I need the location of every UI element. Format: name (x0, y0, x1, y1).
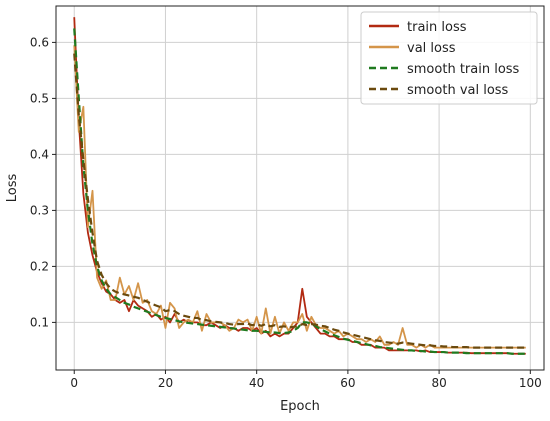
x-tick-label: 40 (249, 376, 264, 390)
plot-frame (55, 5, 545, 371)
smooth-train-loss-line (73, 28, 526, 355)
y-tick-label: 0.3 (30, 203, 49, 217)
series-layer (73, 17, 526, 355)
smooth-val-loss-line (73, 53, 526, 349)
legend-box (360, 11, 538, 105)
y-tick-label: 0.2 (30, 259, 49, 273)
val-loss-line (73, 45, 526, 349)
x-tick-label: 60 (340, 376, 355, 390)
ticks: 0 20 40 60 80 100 0.1 0.2 0.3 0.4 0.5 0.6 (30, 35, 542, 390)
y-tick-label: 0.1 (30, 315, 49, 329)
legend-label-smooth-train-loss: smooth train loss (407, 62, 520, 77)
legend-label-smooth-val-loss: smooth val loss (407, 83, 509, 98)
x-tick-label: 100 (519, 376, 542, 390)
legend: train loss val loss smooth train loss smoot… (360, 11, 538, 105)
y-axis-label: Loss (5, 174, 20, 203)
x-tick-label: 0 (70, 376, 78, 390)
train-loss-line (73, 17, 526, 355)
y-tick-label: 0.5 (30, 91, 49, 105)
x-tick-label: 20 (158, 376, 173, 390)
y-tick-label: 0.4 (30, 147, 49, 161)
legend-label-train-loss: train loss (407, 20, 467, 35)
x-axis-label: Epoch (280, 399, 320, 414)
x-tick-label: 80 (431, 376, 446, 390)
legend-label-val-loss: val loss (407, 41, 456, 56)
y-tick-label: 0.6 (30, 35, 49, 49)
